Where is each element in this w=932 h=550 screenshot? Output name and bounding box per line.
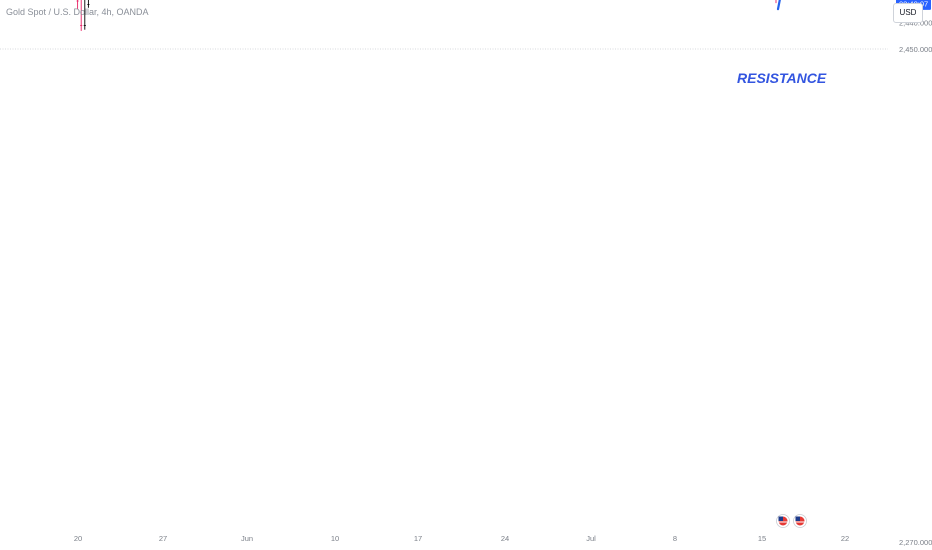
candle-body xyxy=(76,0,79,2)
x-tick-label: 27 xyxy=(159,534,167,543)
flag-canton xyxy=(795,516,800,521)
resistance-label: RESISTANCE xyxy=(737,70,827,86)
x-tick-label: 24 xyxy=(501,534,509,543)
candle xyxy=(87,0,90,8)
time-axis[interactable]: 20 27 Jun 10 17 24 Jul 8 15 22 xyxy=(74,514,849,544)
grid-layer xyxy=(0,48,888,50)
annotation-layer: RESISTANCE xyxy=(737,0,827,86)
candle xyxy=(80,0,83,31)
x-tick-label: Jun xyxy=(241,534,253,543)
y-tick-label: 2,450.000 xyxy=(899,45,932,54)
price-axis[interactable]: 2,280.0002,290.0002,300.0002,310.0002,32… xyxy=(896,0,932,547)
x-tick-label: 8 xyxy=(673,534,677,543)
y-tick-label: 2,270.000 xyxy=(899,538,932,547)
projection-arrow xyxy=(776,0,781,11)
us-flag-event-icon[interactable] xyxy=(776,514,790,528)
flag-canton xyxy=(778,516,783,521)
us-flag-event-icon[interactable] xyxy=(793,514,807,528)
candle-body xyxy=(80,25,83,26)
candles-layer xyxy=(76,0,777,31)
x-tick-label: 17 xyxy=(414,534,422,543)
currency-button[interactable]: USD xyxy=(893,3,923,23)
x-tick-label: 10 xyxy=(331,534,339,543)
candle-body xyxy=(83,25,86,26)
x-tick-label: 15 xyxy=(758,534,766,543)
chart-title: Gold Spot / U.S. Dollar, 4h, OANDA xyxy=(6,7,149,17)
candle xyxy=(76,0,79,10)
x-tick-label: 22 xyxy=(841,534,849,543)
x-tick-label: Jul xyxy=(586,534,596,543)
candle xyxy=(775,0,777,4)
candle xyxy=(83,0,86,30)
x-tick-label: 20 xyxy=(74,534,82,543)
candle-body xyxy=(87,4,90,5)
